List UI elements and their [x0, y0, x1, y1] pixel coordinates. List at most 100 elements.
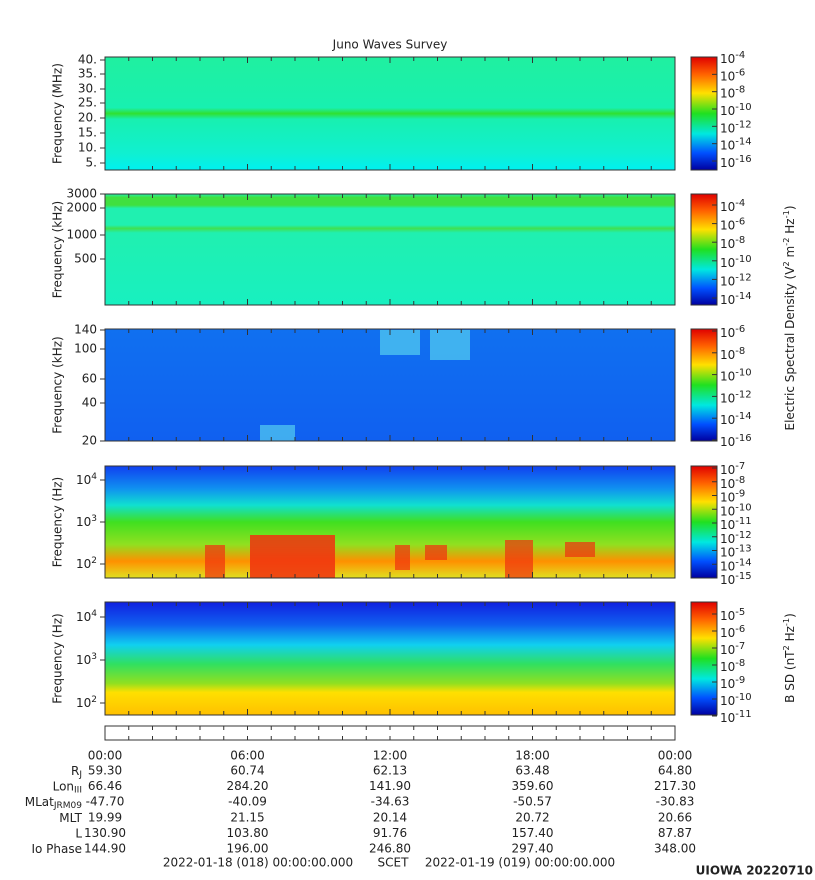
- colorbar-tick-label: 10-14: [720, 557, 752, 573]
- text-segment: 2: [781, 645, 791, 650]
- tick-base: 10: [720, 643, 735, 657]
- ephemeris-value: 62.13: [373, 764, 407, 778]
- colorbar-tick-label: 10-9: [720, 675, 745, 691]
- footer-end: 2022-01-19 (019) 00:00:00.000: [425, 856, 615, 870]
- ephemeris-value: 144.90: [84, 842, 126, 856]
- y-tick-label: 104: [76, 609, 97, 624]
- tick-exponent: -5: [735, 607, 745, 618]
- tick-base: 10: [720, 518, 735, 532]
- tick-base: 10: [720, 121, 735, 135]
- tick-exponent: 4: [91, 609, 97, 619]
- colorbar-label: Electric Spectral Density (V2 m-2 Hz-1): [781, 205, 796, 430]
- tick-base: 10: [720, 138, 735, 152]
- y-tick-label: 102: [76, 556, 97, 571]
- tick-exponent: -8: [735, 346, 745, 357]
- text-segment: 2: [781, 261, 791, 266]
- ephemeris-label: RJ: [71, 764, 82, 780]
- ephemeris-value: -47.70: [86, 795, 125, 809]
- y-axis-label: Frequency (MHz): [51, 63, 65, 164]
- colorbar-tick-label: 10-11: [720, 516, 752, 532]
- tick-base: 10: [720, 609, 735, 623]
- colorbar-tick-label: 10-5: [720, 607, 745, 623]
- colorbar-label: B SD (nT2 Hz-1): [781, 613, 796, 703]
- y-tick-label: 15.: [78, 126, 97, 140]
- text-segment: Io Phase: [31, 842, 82, 856]
- tick-base: 10: [720, 504, 735, 518]
- tick-exponent: -9: [735, 489, 745, 500]
- tick-exponent: -6: [735, 67, 745, 78]
- tick-base: 10: [720, 531, 735, 545]
- ephemeris-value: 103.80: [227, 826, 269, 840]
- tick-exponent: 3: [91, 514, 97, 524]
- y-axis-label: Frequency (kHz): [51, 336, 65, 433]
- tick-base: 10: [76, 653, 91, 667]
- y-tick-label: 10.: [78, 141, 97, 155]
- y-tick-label: 102: [76, 695, 97, 710]
- colorbar-tick-label: 10-8: [720, 658, 745, 674]
- time-label: 18:00: [515, 749, 550, 763]
- tick-exponent: -8: [735, 475, 745, 486]
- colorbar-tick-label: 10-12: [720, 119, 752, 135]
- tick-exponent: -8: [735, 658, 745, 669]
- tick-base: 10: [720, 490, 735, 504]
- tick-exponent: 2: [91, 556, 97, 566]
- tick-base: 10: [720, 369, 735, 383]
- colorbar-tick-label: 10-11: [720, 709, 752, 725]
- ephemeris-value: 20.66: [658, 810, 692, 824]
- tick-exponent: -4: [735, 50, 745, 61]
- ephemeris-value: 87.87: [658, 826, 692, 840]
- ephemeris-label: LonIII: [53, 779, 82, 795]
- colorbar-tick-label: 10-10: [720, 692, 752, 708]
- colorbar: [690, 601, 718, 716]
- text-segment: -1: [781, 210, 791, 218]
- tick-exponent: -10: [735, 102, 751, 113]
- tick-exponent: -14: [735, 291, 751, 302]
- tick-base: 10: [720, 476, 735, 490]
- tick-base: 10: [720, 463, 735, 477]
- colorbar-tick-label: 10-6: [720, 217, 745, 233]
- tick-base: 10: [720, 293, 735, 307]
- tick-base: 10: [720, 200, 735, 214]
- text-segment: m: [783, 246, 797, 262]
- text-segment: -1: [781, 618, 791, 626]
- text-segment: JRM09: [53, 801, 82, 811]
- ephemeris-value: 20.72: [515, 810, 549, 824]
- tick-exponent: -6: [735, 324, 745, 335]
- tick-exponent: -6: [735, 217, 745, 228]
- tick-exponent: -10: [735, 254, 751, 265]
- tick-exponent: -14: [735, 557, 751, 568]
- spectrogram: [105, 57, 675, 170]
- tick-exponent: 2: [91, 695, 97, 705]
- tick-base: 10: [720, 237, 735, 251]
- y-tick-label: 103: [76, 514, 97, 529]
- tick-base: 10: [76, 610, 91, 624]
- colorbar: [690, 193, 718, 306]
- colorbar: [690, 328, 718, 442]
- tick-exponent: -8: [735, 235, 745, 246]
- text-segment: J: [78, 770, 82, 780]
- ephemeris-label: L: [75, 826, 82, 840]
- time-label: 00:00: [658, 749, 693, 763]
- tick-exponent: -16: [735, 154, 751, 165]
- ephemeris-value: -30.83: [656, 795, 695, 809]
- colorbar-tick-label: 10-9: [720, 489, 745, 505]
- colorbar-tick-label: 10-14: [720, 137, 752, 153]
- ephemeris-value: 64.80: [658, 764, 692, 778]
- chart-title: Juno Waves Survey: [332, 38, 448, 52]
- y-tick-label: 40.: [78, 53, 97, 67]
- colorbar-tick-label: 10-12: [720, 530, 752, 546]
- spectrogram: [105, 466, 675, 578]
- ephemeris-value: 217.30: [654, 779, 696, 793]
- tick-base: 10: [720, 660, 735, 674]
- y-tick-label: 25.: [78, 96, 97, 110]
- ephemeris-value: 246.80: [369, 842, 411, 856]
- y-tick-label: 104: [76, 472, 97, 487]
- text-segment: Hz: [783, 218, 797, 237]
- tick-exponent: -14: [735, 137, 751, 148]
- tick-exponent: -8: [735, 85, 745, 96]
- ephemeris-label: MLT: [59, 810, 82, 824]
- y-tick-label: 103: [76, 652, 97, 667]
- ephemeris-value: 91.76: [373, 826, 407, 840]
- footer-start: 2022-01-18 (018) 00:00:00.000: [163, 856, 353, 870]
